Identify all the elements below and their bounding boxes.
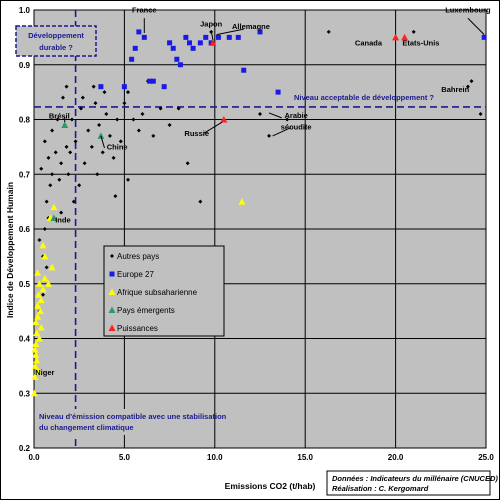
reference-label-vertical-line: Niveau d'émission compatible avec une st… <box>39 412 227 421</box>
source-line-2: Réalisation : C. Kergomard <box>332 484 429 493</box>
legend-label: Pays émergents <box>117 306 175 315</box>
x-tick-label: 5.0 <box>119 453 131 462</box>
y-tick-label: 0.5 <box>19 280 31 289</box>
data-point <box>142 35 147 40</box>
data-point <box>276 90 281 95</box>
data-point <box>129 57 134 62</box>
source-box: Données : Indicateurs du millénaire (CNU… <box>327 471 498 495</box>
data-point <box>203 35 208 40</box>
y-tick-label: 0.9 <box>19 61 31 70</box>
legend-label: Europe 27 <box>117 270 154 279</box>
annotation-label: Chine <box>107 143 128 152</box>
annotation-label: Etats-Unis <box>402 39 439 48</box>
data-point <box>482 35 487 40</box>
y-tick-label: 0.3 <box>19 389 31 398</box>
data-point <box>133 46 138 51</box>
annotation-label: Arabie <box>284 111 307 120</box>
data-point <box>187 40 192 45</box>
data-point <box>167 40 172 45</box>
legend: Autres pays Europe 27 Afrique subsaharienn… <box>104 246 224 336</box>
data-point <box>178 62 183 67</box>
reference-label-horizontal: Niveau acceptable de développement ? <box>294 93 434 102</box>
data-point <box>171 46 176 51</box>
data-point <box>216 35 221 40</box>
annotation-label: Brésil <box>49 111 70 120</box>
data-point <box>236 35 241 40</box>
annotation-label: Bahrein <box>441 85 469 94</box>
data-point <box>241 68 246 73</box>
data-point <box>191 46 196 51</box>
legend-marker <box>110 272 115 277</box>
legend-label: Autres pays <box>117 252 159 261</box>
data-point <box>162 84 167 89</box>
source-line-1: Données : Indicateurs du millénaire (CNU… <box>332 474 498 483</box>
callout-text: durable ? <box>39 43 73 52</box>
y-tick-label: 0.8 <box>19 116 31 125</box>
annotation-label: Russie <box>184 129 209 138</box>
y-tick-label: 0.7 <box>19 170 31 179</box>
data-point <box>183 35 188 40</box>
y-tick-label: 0.2 <box>19 444 31 453</box>
data-point <box>98 84 103 89</box>
x-axis-title: Emissions CO2 (t/hab) <box>225 481 316 491</box>
x-tick-label: 25.0 <box>478 453 494 462</box>
data-point <box>198 40 203 45</box>
x-tick-label: 0.0 <box>28 453 40 462</box>
legend-label: Afrique subsaharienne <box>117 288 198 297</box>
data-point <box>122 84 127 89</box>
data-point <box>227 35 232 40</box>
annotation-label: Luxembourg <box>445 6 491 15</box>
x-tick-label: 10.0 <box>207 453 223 462</box>
data-point <box>136 29 141 34</box>
annotation-label: Allemagne <box>232 22 270 31</box>
y-tick-label: 1.0 <box>19 6 31 15</box>
y-axis-title: Indice de Développement Humain <box>5 182 15 318</box>
y-tick-label: 0.4 <box>19 335 31 344</box>
x-tick-label: 15.0 <box>297 453 313 462</box>
data-point <box>174 57 179 62</box>
annotation-label: Niger <box>35 368 54 377</box>
annotation-label: France <box>132 6 157 15</box>
reference-label-vertical-line: du changement climatique <box>39 423 134 432</box>
x-tick-label: 20.0 <box>388 453 404 462</box>
data-point <box>147 79 152 84</box>
annotation-label: Canada <box>355 39 383 48</box>
annotation-label: Inde <box>55 215 70 224</box>
annotation-label: Japon <box>200 19 223 28</box>
y-tick-label: 0.6 <box>19 225 31 234</box>
callout-text: Développement <box>28 31 84 40</box>
legend-label: Puissances <box>117 324 158 333</box>
